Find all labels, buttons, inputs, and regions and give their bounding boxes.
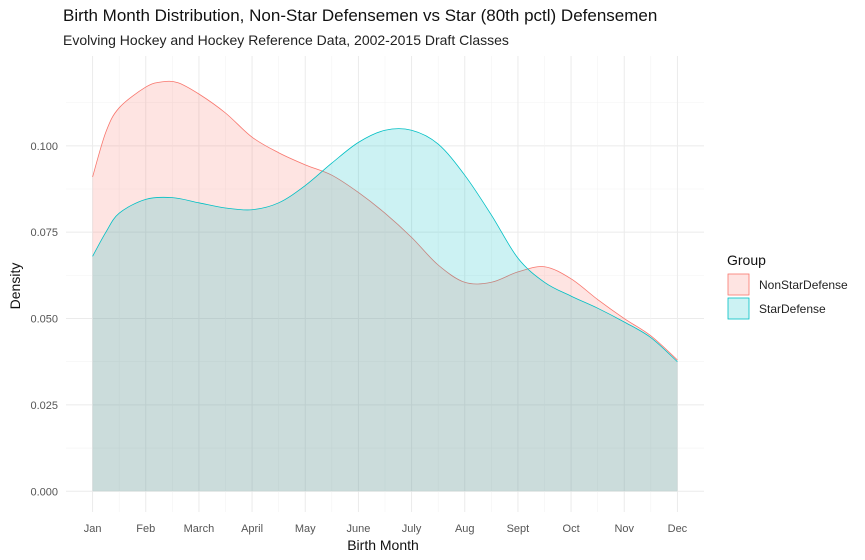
x-axis-title: Birth Month (347, 537, 419, 553)
legend-swatch-stardefense (727, 297, 750, 320)
area-nonstardefense (92, 81, 678, 492)
legend-label-nonstardefense: NonStarDefense (759, 278, 848, 292)
chart-subtitle: Evolving Hockey and Hockey Reference Dat… (63, 32, 509, 48)
x-tick-label: Sept (507, 523, 530, 535)
line-nonstardefense (92, 80, 678, 361)
x-axis-ticks: Jan Feb March April May June July Aug Sept Oct Nov… (84, 523, 688, 535)
x-tick-label: Jan (84, 523, 102, 535)
legend-label-stardefense: StarDefense (759, 302, 826, 316)
area-stardefense (92, 128, 678, 492)
x-tick-label: Oct (563, 523, 580, 535)
x-tick-label: Feb (136, 523, 155, 535)
y-tick-label: 0.050 (30, 314, 58, 326)
y-tick-label: 0.075 (30, 227, 58, 239)
x-tick-label: March (184, 523, 215, 535)
y-axis-title: Density (7, 263, 23, 310)
y-tick-label: 0.025 (30, 400, 58, 412)
y-tick-label: 0.000 (30, 486, 58, 498)
x-tick-label: Aug (455, 523, 475, 535)
x-tick-label: May (295, 523, 316, 535)
x-tick-label: June (346, 523, 370, 535)
x-tick-label: July (402, 523, 422, 535)
legend-swatch-nonstardefense (727, 273, 750, 296)
chart-title: Birth Month Distribution, Non-Star Defen… (63, 6, 658, 25)
x-tick-label: Nov (614, 523, 634, 535)
x-tick-label: Dec (668, 523, 688, 535)
legend: Group NonStarDefense StarDefense (727, 252, 848, 320)
density-areas (92, 80, 678, 492)
y-tick-label: 0.100 (30, 141, 58, 153)
y-axis-ticks: 0.000 0.025 0.050 0.075 0.100 (30, 141, 58, 498)
x-tick-label: April (241, 523, 263, 535)
legend-title: Group (727, 252, 766, 268)
line-stardefense (92, 128, 678, 363)
grid-lines (66, 56, 704, 512)
